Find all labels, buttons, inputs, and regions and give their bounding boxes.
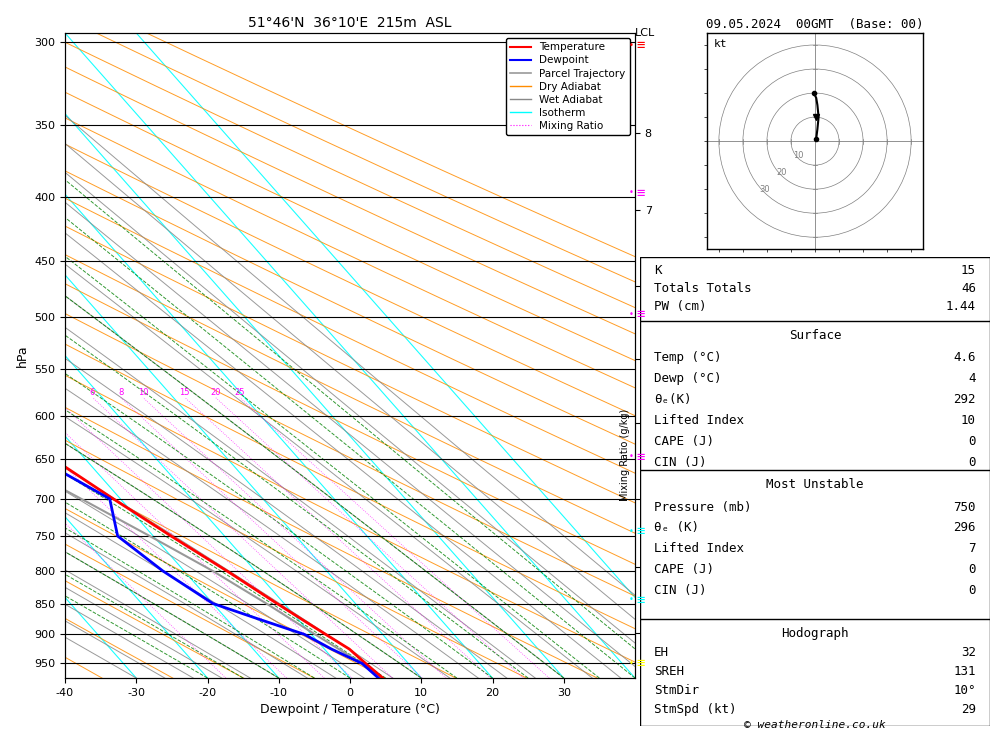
- Text: Lifted Index: Lifted Index: [654, 414, 744, 427]
- Text: θₑ(K): θₑ(K): [654, 393, 692, 406]
- Text: 10°: 10°: [954, 684, 976, 697]
- Text: 10: 10: [138, 388, 148, 397]
- Text: CIN (J): CIN (J): [654, 456, 706, 469]
- Text: 7: 7: [968, 542, 976, 556]
- Text: •: •: [629, 595, 633, 604]
- Text: StmSpd (kt): StmSpd (kt): [654, 703, 736, 716]
- Text: ≡: ≡: [637, 38, 645, 52]
- Text: Totals Totals: Totals Totals: [654, 282, 752, 295]
- Text: Temp (°C): Temp (°C): [654, 351, 722, 364]
- Text: •: •: [629, 452, 633, 461]
- Y-axis label: km
ASL: km ASL: [653, 345, 675, 366]
- Text: 750: 750: [954, 501, 976, 514]
- Text: •: •: [629, 309, 633, 319]
- Text: ≡: ≡: [637, 185, 645, 200]
- Text: ≡: ≡: [637, 450, 645, 464]
- Text: 0: 0: [968, 584, 976, 597]
- Text: CIN (J): CIN (J): [654, 584, 706, 597]
- Text: EH: EH: [654, 646, 669, 659]
- Text: 131: 131: [954, 665, 976, 678]
- Text: Pressure (mb): Pressure (mb): [654, 501, 752, 514]
- Text: © weatheronline.co.uk: © weatheronline.co.uk: [744, 720, 886, 730]
- Text: 8: 8: [118, 388, 123, 397]
- Text: 10: 10: [961, 414, 976, 427]
- Text: kt: kt: [713, 40, 727, 49]
- Title: 51°46'N  36°10'E  215m  ASL: 51°46'N 36°10'E 215m ASL: [248, 16, 452, 31]
- Text: Dewp (°C): Dewp (°C): [654, 372, 722, 386]
- X-axis label: Dewpoint / Temperature (°C): Dewpoint / Temperature (°C): [260, 703, 440, 716]
- Text: Most Unstable: Most Unstable: [766, 478, 864, 491]
- Text: 32: 32: [961, 646, 976, 659]
- Text: 15: 15: [961, 264, 976, 277]
- Text: 1.44: 1.44: [946, 300, 976, 313]
- Text: 09.05.2024  00GMT  (Base: 00): 09.05.2024 00GMT (Base: 00): [706, 18, 924, 32]
- Text: •: •: [629, 526, 633, 536]
- Text: 292: 292: [954, 393, 976, 406]
- Text: 6: 6: [90, 388, 95, 397]
- Text: ≡: ≡: [637, 656, 645, 671]
- Text: CAPE (J): CAPE (J): [654, 563, 714, 576]
- Text: SREH: SREH: [654, 665, 684, 678]
- Text: 15: 15: [180, 388, 190, 397]
- Text: •: •: [629, 659, 633, 668]
- Text: ≡: ≡: [637, 592, 645, 607]
- Text: 20: 20: [776, 168, 787, 177]
- Text: 29: 29: [961, 703, 976, 716]
- Text: 0: 0: [968, 563, 976, 576]
- Text: PW (cm): PW (cm): [654, 300, 706, 313]
- Text: θₑ (K): θₑ (K): [654, 521, 699, 534]
- Text: LCL: LCL: [635, 28, 655, 38]
- Text: Lifted Index: Lifted Index: [654, 542, 744, 556]
- Text: CAPE (J): CAPE (J): [654, 435, 714, 448]
- Text: •: •: [629, 41, 633, 50]
- Text: 25: 25: [235, 388, 245, 397]
- Text: StmDir: StmDir: [654, 684, 699, 697]
- Text: 4.6: 4.6: [954, 351, 976, 364]
- Text: 30: 30: [759, 185, 770, 194]
- Text: 20: 20: [210, 388, 221, 397]
- Text: K: K: [654, 264, 662, 277]
- Text: 10: 10: [793, 151, 803, 160]
- Text: 296: 296: [954, 521, 976, 534]
- Text: 0: 0: [968, 456, 976, 469]
- Text: Surface: Surface: [789, 329, 841, 342]
- Text: 46: 46: [961, 282, 976, 295]
- Y-axis label: hPa: hPa: [16, 345, 29, 366]
- Text: Hodograph: Hodograph: [781, 627, 849, 641]
- Text: ≡: ≡: [637, 307, 645, 321]
- Text: •: •: [629, 188, 633, 197]
- Text: Mixing Ratio (g/kg): Mixing Ratio (g/kg): [620, 408, 630, 501]
- Text: 4: 4: [968, 372, 976, 386]
- Legend: Temperature, Dewpoint, Parcel Trajectory, Dry Adiabat, Wet Adiabat, Isotherm, Mi: Temperature, Dewpoint, Parcel Trajectory…: [506, 38, 630, 136]
- Text: ≡: ≡: [637, 524, 645, 538]
- Text: 0: 0: [968, 435, 976, 448]
